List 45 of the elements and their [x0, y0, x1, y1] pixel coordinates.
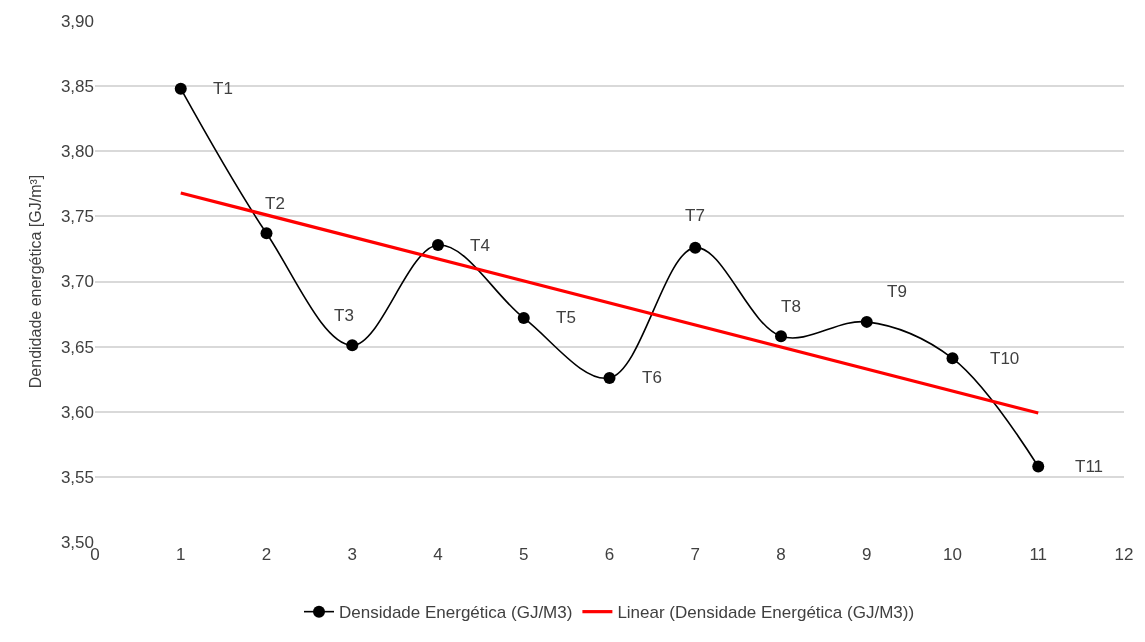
- x-tick-label: 2: [261, 545, 272, 564]
- annotation: T8: [781, 297, 801, 316]
- y-tick-label: 3,90: [60, 11, 94, 31]
- x-tick-label: 3: [347, 545, 357, 564]
- x-tick-label: 11: [1029, 545, 1048, 564]
- annotation: T11: [1075, 457, 1104, 476]
- annotation: T5: [556, 308, 576, 327]
- annotation: T6: [642, 368, 662, 387]
- annotation: T7: [685, 206, 705, 225]
- y-tick-label: 3,60: [60, 402, 94, 422]
- x-tick-label: 5: [519, 545, 529, 564]
- legend-label: Linear (Densidade Energética (GJ/M3)): [617, 603, 915, 623]
- point: [775, 330, 787, 343]
- legend-label: Densidade Energética (GJ/M3): [339, 603, 573, 623]
- y-tick-label: 3,75: [60, 207, 94, 227]
- annotation: T4: [470, 236, 490, 255]
- x-tick-label: 9: [862, 545, 872, 564]
- x-tick-label: 12: [1114, 545, 1134, 564]
- x-tick-label: 4: [433, 545, 443, 564]
- annotation: T2: [265, 194, 285, 213]
- point: [517, 311, 530, 324]
- point: [1032, 460, 1045, 473]
- y-tick-label: 3,65: [60, 337, 94, 357]
- point: [603, 371, 616, 384]
- y-tick-label: 3,55: [60, 467, 94, 487]
- point: [174, 82, 187, 95]
- point: [346, 339, 359, 352]
- x-tick-label: 7: [690, 545, 700, 564]
- x-tick-label: 6: [604, 545, 615, 564]
- annotation: T1: [213, 79, 233, 98]
- annotation: T9: [887, 282, 907, 301]
- annotation: T3: [334, 306, 354, 325]
- x-tick-label: 10: [943, 545, 962, 564]
- y-tick-label: 3,80: [60, 142, 94, 162]
- point: [689, 241, 702, 254]
- point: [260, 227, 273, 240]
- point: [946, 352, 959, 365]
- x-tick-label: 1: [176, 545, 186, 564]
- x-tick-label: 8: [776, 545, 786, 564]
- y-tick-label: 3,70: [60, 272, 94, 292]
- annotation: T10: [990, 349, 1020, 368]
- y-axis-title: Dendidade energética [GJ/m³]: [26, 174, 44, 389]
- point: [860, 315, 873, 328]
- point: [432, 239, 444, 252]
- y-tick-label: 3,85: [60, 77, 94, 97]
